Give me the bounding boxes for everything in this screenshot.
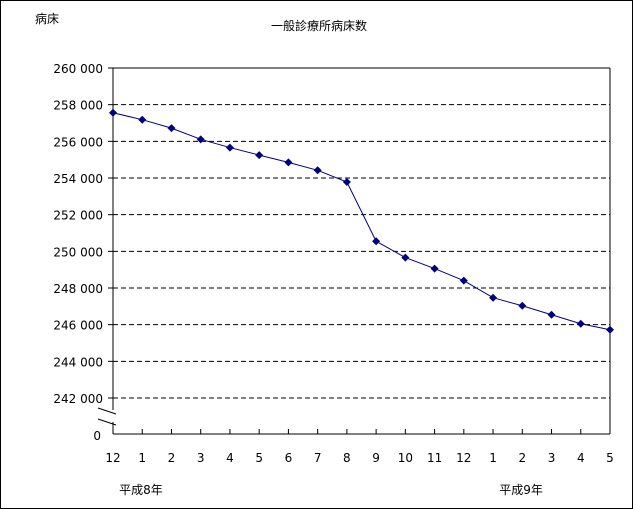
x-tick-label: 2: [168, 451, 176, 465]
data-point: [313, 166, 322, 175]
year-label: 平成9年: [499, 483, 543, 497]
axis-break-mark: [97, 407, 117, 415]
x-tick-label: 3: [548, 451, 556, 465]
x-tick-label: 4: [577, 451, 585, 465]
x-tick-label: 6: [285, 451, 293, 465]
x-tick-label: 1: [489, 451, 497, 465]
x-tick-label: 11: [427, 451, 442, 465]
y-tick-label: 250 000: [53, 245, 103, 259]
axis-break-gap: [97, 410, 117, 422]
data-point: [284, 158, 293, 167]
y-tick-label: 244 000: [53, 355, 103, 369]
data-point: [196, 135, 205, 144]
data-point: [459, 276, 468, 285]
y-tick-label: 258 000: [53, 99, 103, 113]
data-point: [606, 325, 614, 334]
y-tick-label: 242 000: [53, 392, 103, 406]
data-point: [225, 143, 234, 152]
y-axis-label: 病床: [35, 11, 59, 26]
x-tick-label: 4: [226, 451, 234, 465]
data-point: [489, 293, 498, 302]
x-tick-label: 9: [372, 451, 380, 465]
data-point: [255, 151, 264, 160]
year-label: 平成8年: [119, 483, 163, 497]
y-tick-label: 246 000: [53, 319, 103, 333]
x-tick-label: 3: [197, 451, 205, 465]
data-point: [342, 178, 351, 187]
x-tick-label: 10: [398, 451, 413, 465]
data-point: [372, 237, 381, 246]
y-tick-label: 254 000: [53, 172, 103, 186]
data-point: [576, 319, 585, 328]
x-tick-label: 5: [606, 451, 614, 465]
chart-title: 一般診療所病床数: [271, 18, 367, 33]
x-tick-label: 8: [343, 451, 351, 465]
data-point: [547, 310, 556, 319]
y-zero-label: 0: [93, 429, 101, 443]
data-point: [430, 264, 439, 273]
data-point: [167, 124, 176, 133]
x-tick-label: 1: [138, 451, 146, 465]
data-point: [138, 115, 147, 124]
data-point: [518, 301, 527, 310]
x-tick-label: 12: [456, 451, 471, 465]
data-point: [109, 108, 117, 117]
y-tick-label: 252 000: [53, 209, 103, 223]
y-tick-label: 248 000: [53, 282, 103, 296]
y-tick-label: 260 000: [53, 62, 103, 76]
x-tick-label: 12: [105, 451, 120, 465]
data-point: [401, 253, 410, 262]
x-tick-label: 2: [518, 451, 526, 465]
x-tick-label: 5: [255, 451, 263, 465]
axis-break-mark: [97, 418, 117, 426]
series-line: [112, 112, 611, 331]
y-tick-label: 256 000: [53, 135, 103, 149]
x-tick-label: 7: [314, 451, 322, 465]
